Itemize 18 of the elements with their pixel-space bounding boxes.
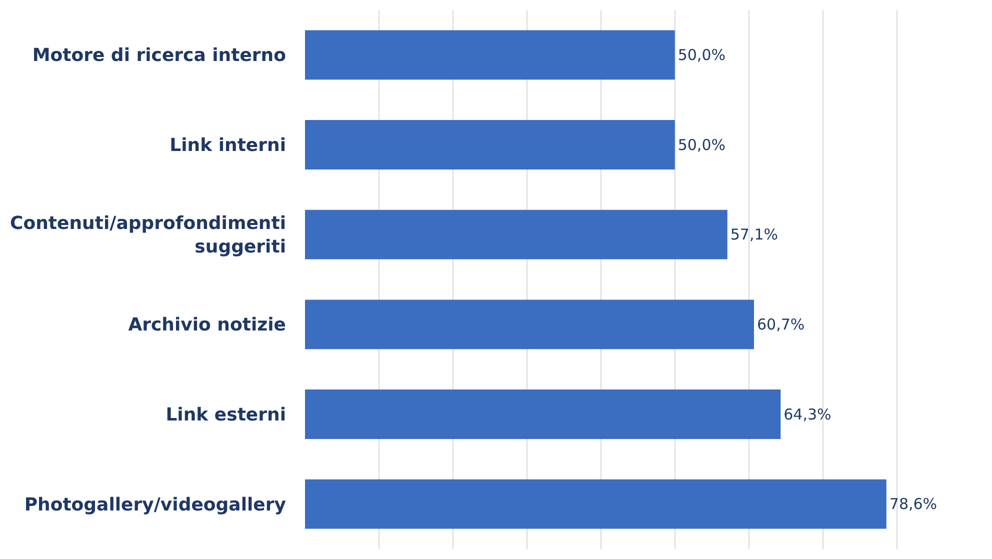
- bar: [305, 30, 675, 80]
- bar: [305, 479, 886, 529]
- data-label: 50,0%: [678, 46, 726, 64]
- data-label: 50,0%: [678, 136, 726, 154]
- y-tick-label: Link interni: [170, 135, 286, 156]
- y-tick-label: Motore di ricerca interno: [32, 45, 286, 66]
- bar: [305, 120, 675, 170]
- data-label: 60,7%: [756, 315, 805, 334]
- bar: [305, 390, 781, 439]
- data-label: 57,1%: [730, 226, 778, 244]
- y-tick-label: Archivio notizie: [128, 314, 286, 336]
- bar: [305, 300, 754, 350]
- bar: [305, 210, 728, 260]
- y-tick-label: Contenuti/approfondimenti suggeriti: [10, 213, 286, 258]
- y-tick-label: Photogallery/videogallery: [24, 494, 286, 516]
- data-label: 64,3%: [784, 405, 832, 424]
- y-tick-label: Link esterni: [166, 404, 286, 426]
- data-label: 78,6%: [889, 495, 938, 514]
